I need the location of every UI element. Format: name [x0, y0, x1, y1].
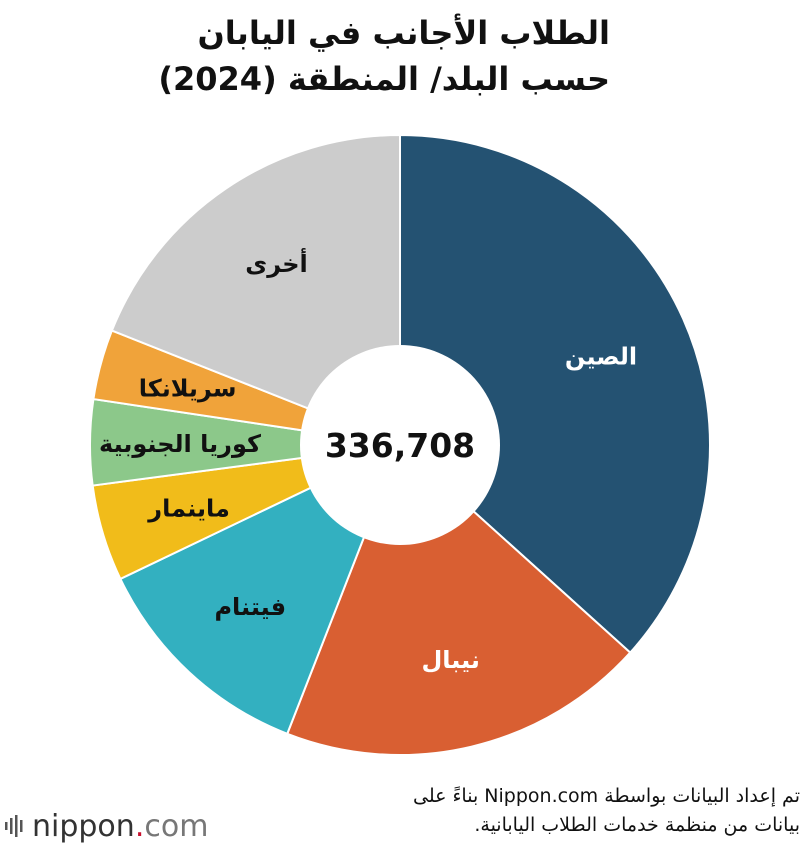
chart-title-line-1: الطلاب الأجانب في اليابان: [197, 14, 610, 52]
logo-dot: .: [134, 808, 145, 844]
source-note: تم إعداد البيانات بواسطة Nippon.com بناء…: [280, 782, 800, 840]
nippon-logo: nippon. com: [4, 806, 208, 846]
logo-tld: com: [144, 808, 209, 844]
chart-title-line-2: حسب البلد/ المنطقة (2024): [158, 60, 610, 98]
source-line-2: بيانات من منظمة خدمات الطلاب اليابانية.: [474, 814, 800, 836]
donut-hole: [300, 345, 500, 545]
center-total-label: 336,708: [325, 426, 475, 465]
pie-slice-2: [119, 443, 402, 736]
pie-slice-6: [110, 133, 401, 447]
slice-label-4: كوريا الجنوبية: [99, 430, 261, 458]
slice-label-6: أخرى: [245, 248, 307, 278]
slice-label-2: فيتنام: [214, 593, 286, 621]
donut-chart: 336,708 الصين نيبال فيتنام ماينمار كوريا الج…: [89, 133, 711, 756]
chart-title: الطلاب الأجانب في اليابان حسب البلد/ الم…: [10, 10, 610, 102]
pie-slice-0: [399, 133, 711, 655]
slice-label-5: سريلانكا: [139, 375, 237, 403]
source-line-1: تم إعداد البيانات بواسطة Nippon.com بناء…: [413, 785, 800, 807]
chart-slice-labels: الصين نيبال فيتنام ماينمار كوريا الجنوبية سري…: [99, 248, 637, 674]
logo-name: nippon: [32, 808, 135, 844]
logo-bars-icon: [5, 815, 23, 837]
slice-label-1: نيبال: [421, 646, 479, 674]
slice-label-3: ماينمار: [147, 495, 230, 523]
slice-label-0: الصين: [565, 343, 637, 371]
